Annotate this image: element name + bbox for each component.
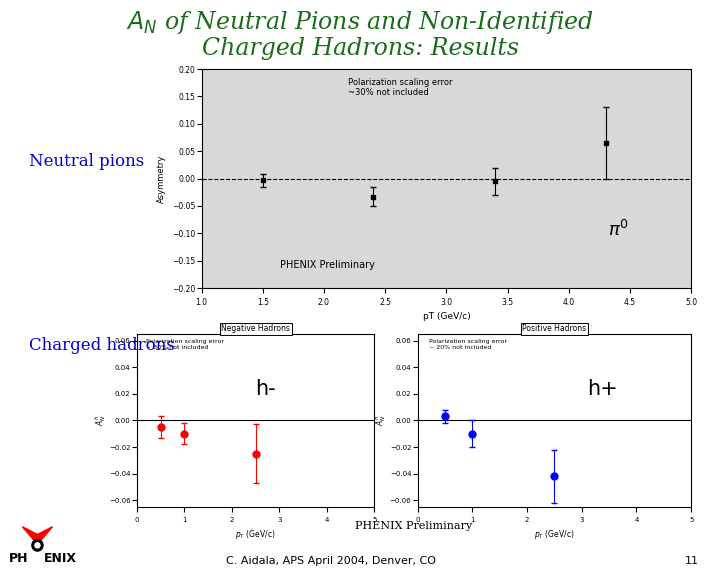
Y-axis label: $A_N^h$: $A_N^h$ (374, 415, 388, 426)
X-axis label: $p_T$ (GeV/c): $p_T$ (GeV/c) (534, 528, 575, 541)
Text: C. Aidala, APS April 2004, Denver, CO: C. Aidala, APS April 2004, Denver, CO (226, 556, 436, 566)
Text: PHENIX Preliminary: PHENIX Preliminary (280, 260, 375, 271)
Polygon shape (32, 526, 53, 544)
Text: $A_N$ of Neutral Pions and Non-Identified: $A_N$ of Neutral Pions and Non-Identifie… (126, 9, 594, 36)
Circle shape (35, 543, 40, 548)
Text: Charged Hadrons: Results: Charged Hadrons: Results (202, 37, 518, 60)
Text: $\pi^0$: $\pi^0$ (608, 220, 629, 240)
Text: Polarization scaling error
~ 20% not included: Polarization scaling error ~ 20% not inc… (428, 339, 507, 350)
Text: h+: h+ (588, 380, 618, 399)
Text: Neutral pions: Neutral pions (29, 153, 144, 170)
X-axis label: pT (GeV/c): pT (GeV/c) (423, 312, 470, 321)
Text: 11: 11 (685, 556, 698, 566)
Y-axis label: $A_N^h$: $A_N^h$ (93, 415, 107, 426)
Polygon shape (22, 526, 42, 544)
Title: Negative Hadrons: Negative Hadrons (221, 324, 290, 334)
Text: ENIX: ENIX (43, 552, 76, 565)
Text: Polarization scaling error
~30% not included: Polarization scaling error ~30% not incl… (348, 78, 453, 97)
Circle shape (32, 540, 43, 551)
Y-axis label: Asymmetry: Asymmetry (158, 154, 166, 203)
Text: Charged hadrons: Charged hadrons (29, 337, 175, 354)
Text: h-: h- (256, 380, 276, 399)
Text: Polarization scaling error
~ 30% not included: Polarization scaling error ~ 30% not inc… (146, 339, 225, 350)
Text: PHENIX Preliminary: PHENIX Preliminary (356, 521, 472, 531)
Text: PH: PH (9, 552, 29, 565)
X-axis label: $p_T$ (GeV/c): $p_T$ (GeV/c) (235, 528, 276, 541)
Title: Positive Hadrons: Positive Hadrons (522, 324, 587, 334)
